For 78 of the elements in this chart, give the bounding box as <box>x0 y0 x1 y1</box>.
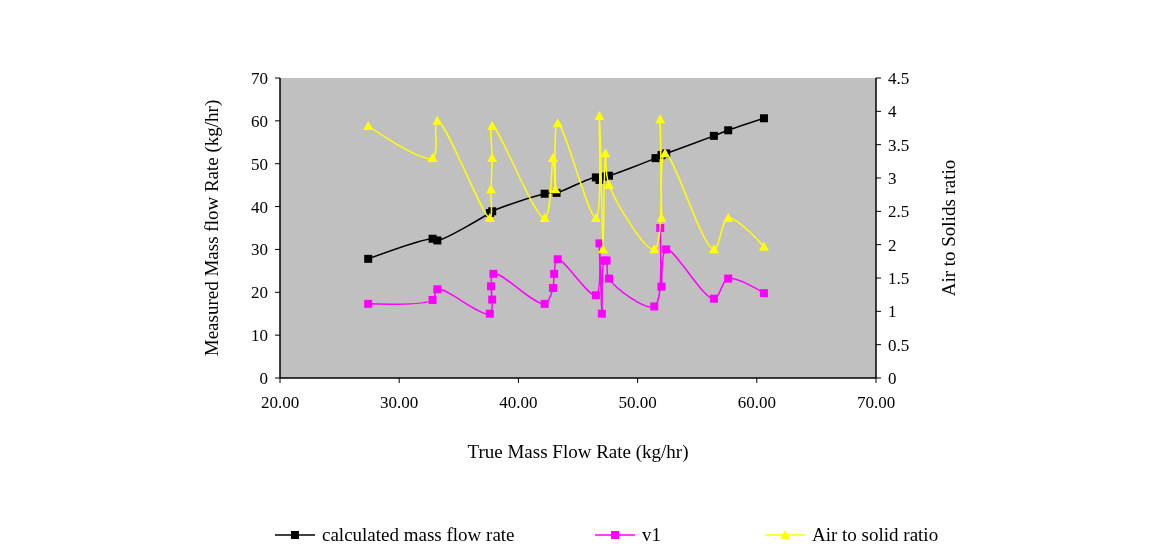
x-tick-label: 40.00 <box>499 393 538 412</box>
point <box>662 245 671 254</box>
point <box>709 131 718 140</box>
y-tick-label: 20 <box>251 283 268 303</box>
point <box>591 291 600 300</box>
point <box>708 244 719 254</box>
y2-tick-label: 2.5 <box>888 202 910 222</box>
point <box>758 241 769 251</box>
y2-tick-label: 2 <box>888 235 897 255</box>
point <box>759 114 768 123</box>
y-tick-label: 70 <box>251 69 268 88</box>
y2-tick-label: 4.5 <box>888 69 910 88</box>
point <box>724 126 733 135</box>
point <box>433 285 442 294</box>
point <box>759 289 768 298</box>
point <box>488 295 497 304</box>
point <box>590 213 601 222</box>
point <box>540 189 549 198</box>
point <box>364 254 373 263</box>
point <box>487 153 498 162</box>
point <box>657 282 666 291</box>
point <box>552 118 563 128</box>
point <box>487 121 498 130</box>
x-tick-label: 20.00 <box>260 393 300 412</box>
point <box>485 309 494 318</box>
y2-tick-label: 0 <box>888 369 897 388</box>
x-tick-label: 70.00 <box>856 393 896 412</box>
y-tick-label: 40 <box>251 197 268 217</box>
point <box>547 153 558 162</box>
point <box>553 255 562 264</box>
point <box>427 153 438 162</box>
point <box>656 213 667 222</box>
y-axis-title: Measured Mass flow Rate (kg/hr) <box>201 99 223 357</box>
y-tick-label: 10 <box>251 326 268 346</box>
point <box>709 294 718 303</box>
x-tick-label: 30.00 <box>380 393 419 412</box>
point <box>604 274 613 283</box>
point <box>724 274 733 283</box>
point <box>428 296 437 304</box>
point <box>485 184 496 194</box>
point <box>433 236 442 245</box>
x-axis-title: True Mass Flow Rate (kg/hr) <box>467 441 689 463</box>
y2-axis-title: Air to Solids ratio <box>938 159 959 297</box>
y2-tick-label: 1 <box>888 302 897 322</box>
point <box>594 111 605 120</box>
point <box>649 244 660 254</box>
point <box>655 114 666 124</box>
point <box>548 284 557 292</box>
point <box>484 213 495 222</box>
y2-tick-label: 3 <box>888 169 897 188</box>
point <box>650 302 659 311</box>
y2-tick-label: 4 <box>888 102 897 122</box>
point <box>603 179 614 189</box>
point <box>364 299 373 308</box>
y-tick-label: 60 <box>251 111 268 131</box>
y-tick-label: 0 <box>259 369 268 388</box>
x-tick-label: 50.00 <box>618 393 657 412</box>
point <box>723 213 734 222</box>
y-tick-label: 30 <box>251 240 268 260</box>
legend-label: Air to solid ratio <box>812 524 939 545</box>
point <box>363 121 374 130</box>
point <box>486 282 495 291</box>
y2-tick-label: 3.5 <box>888 135 910 155</box>
y2-tick-label: 0.5 <box>888 335 910 355</box>
point <box>598 244 609 254</box>
point <box>489 269 498 278</box>
point <box>539 213 550 222</box>
point <box>432 115 443 125</box>
legend-label: calculated mass flow rate <box>322 524 515 545</box>
legend-label: v1 <box>642 524 661 545</box>
y2-tick-label: 1.5 <box>888 269 910 288</box>
point <box>550 269 559 278</box>
x-tick-label: 60.00 <box>737 393 776 412</box>
point <box>540 299 549 308</box>
y-tick-label: 50 <box>251 154 268 174</box>
point <box>600 148 611 158</box>
point <box>550 184 561 194</box>
point <box>597 309 606 318</box>
